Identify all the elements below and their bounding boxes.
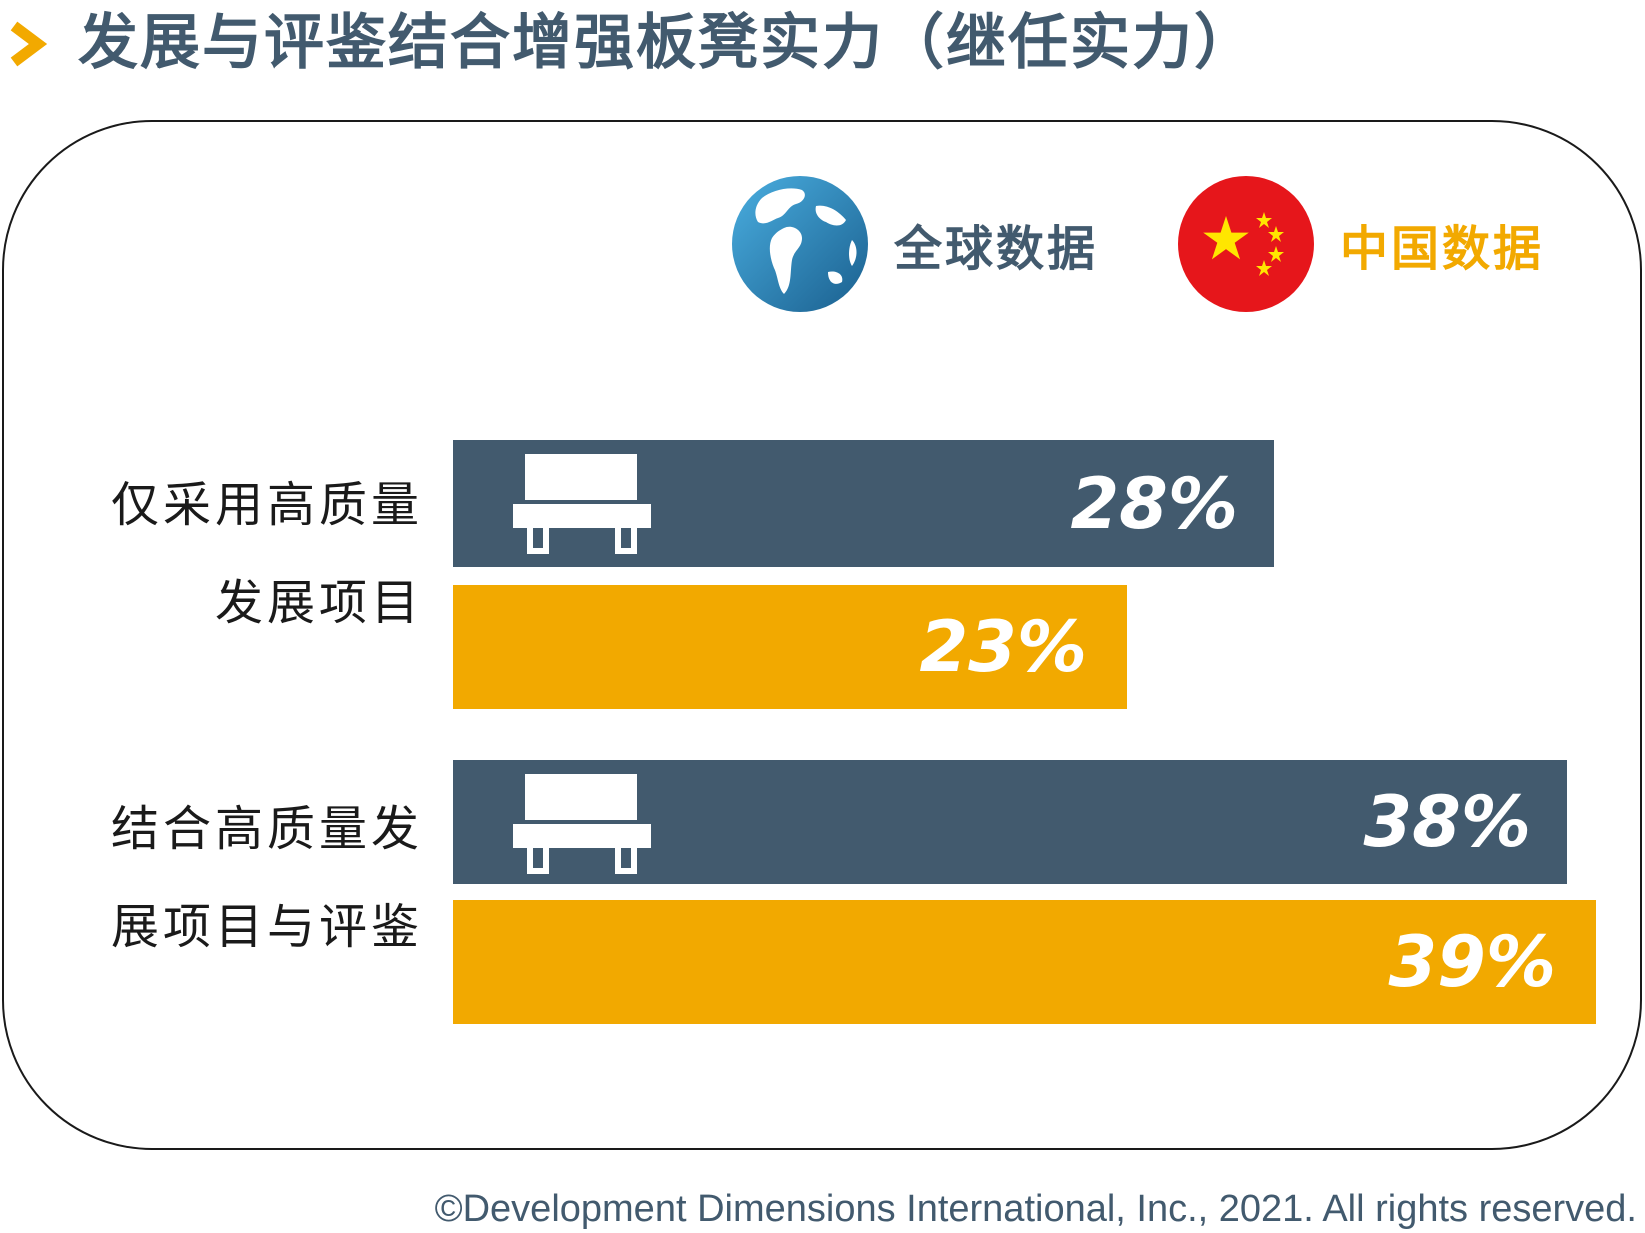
bar-global-2: 38% [453,760,1567,884]
chevron-right-icon [10,21,48,67]
legend-label-global: 全球数据 [894,221,1099,277]
globe-icon [732,176,868,312]
legend-item-china: 中国数据 [1178,176,1544,312]
legend-item-global: 全球数据 [732,176,1098,312]
chart-card [2,120,1642,1150]
bench-icon [513,454,651,554]
category-label-line: 展项目与评鉴 [110,899,423,955]
china-flag-icon [1178,176,1314,312]
bar-china-2: 39% [453,900,1596,1024]
legend-label-china: 中国数据 [1340,221,1545,277]
category-label-line: 仅采用高质量 [110,477,423,533]
bar-china-2-fill [453,900,1596,1024]
category-label-1: 仅采用高质量 发展项目 [3,456,423,652]
category-label-line: 发展项目 [214,575,423,631]
bar-china-1: 23% [453,585,1127,709]
bar-global-1-value: 28% [1070,462,1238,545]
category-label-2: 结合高质量发 展项目与评鉴 [3,780,423,976]
category-label-line: 结合高质量发 [110,801,423,857]
bar-china-1-fill [453,585,1127,709]
page-title: 发展与评鉴结合增强板凳实力（继任实力） [78,8,1256,78]
bar-global-2-value: 38% [1363,781,1531,863]
bar-china-1-value: 23% [919,606,1087,688]
big-star-icon [1203,216,1249,260]
bar-global-2-fill [453,760,1567,884]
bench-icon [513,774,651,874]
bar-china-2-value: 39% [1388,921,1556,1003]
bar-global-1: 28% [453,440,1274,567]
copyright-footer: ©Development Dimensions International, I… [434,1188,1637,1230]
